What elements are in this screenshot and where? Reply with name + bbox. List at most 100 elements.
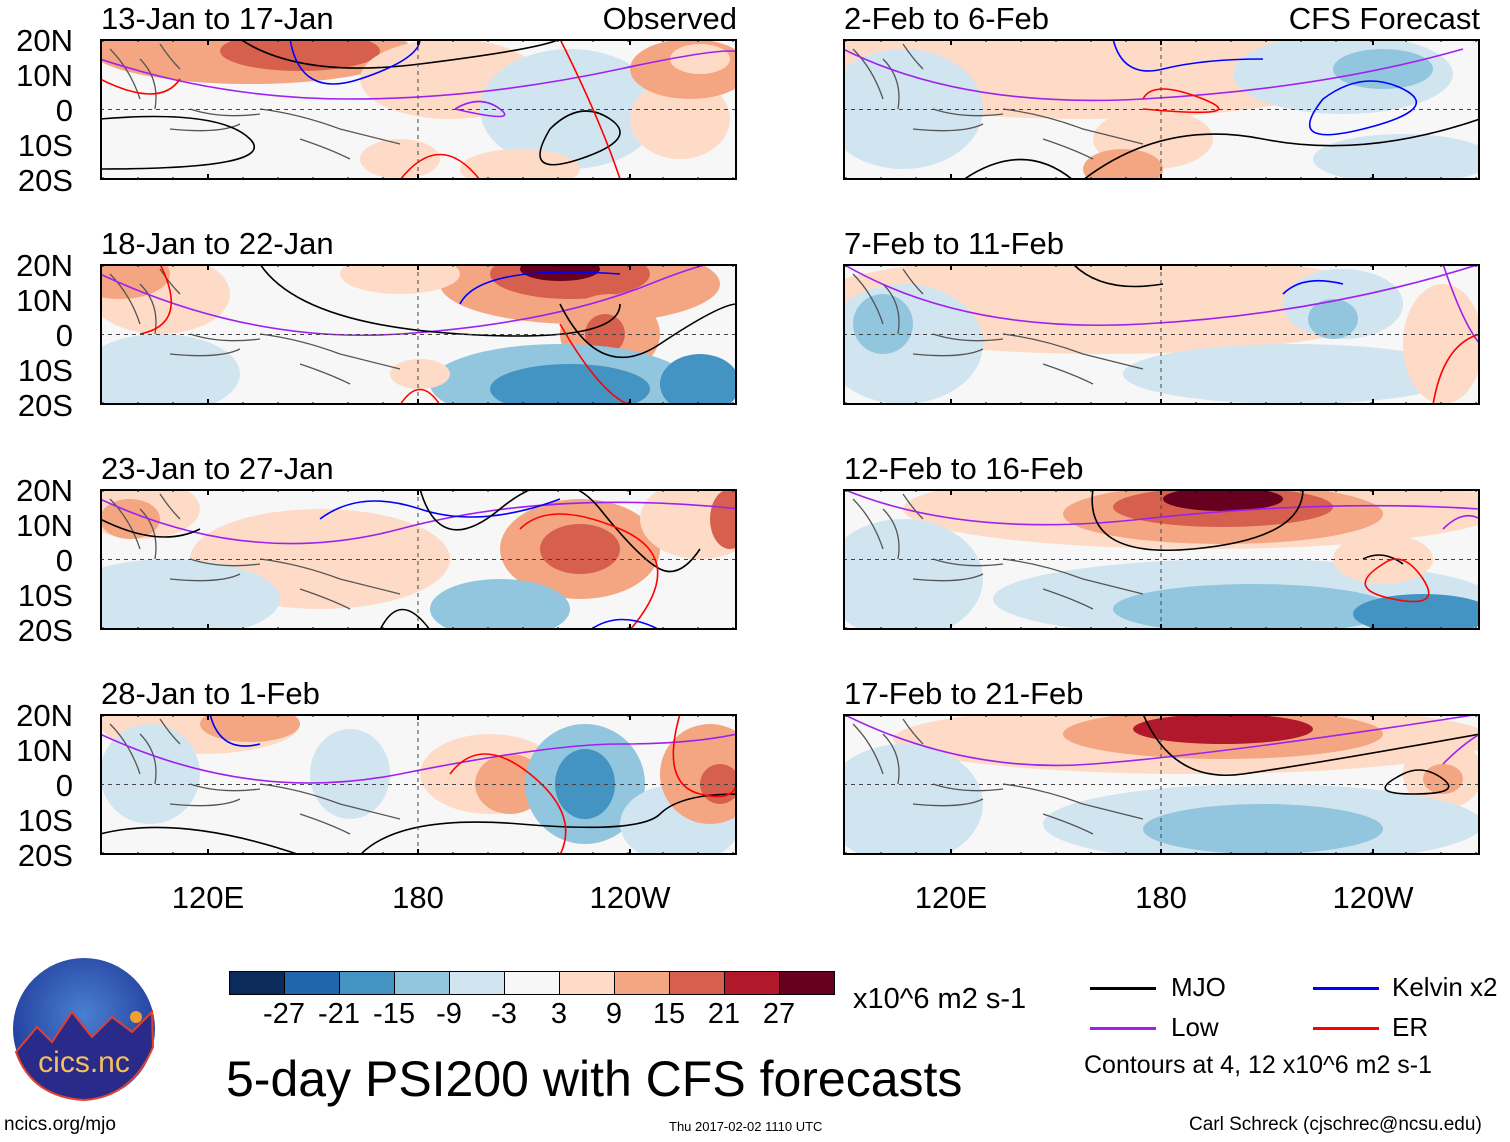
contour-note: Contours at 4, 12 x10^6 m2 s-1 [1084, 1051, 1433, 1079]
legend-mjo: MJO [1171, 972, 1226, 1002]
y-tick-label: 0 [55, 543, 73, 578]
x-tick-label: 120W [1332, 880, 1414, 915]
contour-line [1282, 279, 1344, 295]
contour-line [99, 50, 742, 100]
coastline [109, 43, 401, 160]
anomaly-fill [1313, 134, 1493, 184]
y-tick-label: 20N [16, 473, 73, 508]
contour-line [842, 263, 1481, 327]
contour-line [419, 483, 701, 573]
anomaly-fill [1133, 714, 1313, 744]
footer-url[interactable]: ncics.org/mjo [4, 1114, 116, 1135]
legend-kelvin-line [1313, 987, 1379, 990]
y-tick-label: 20S [17, 388, 73, 423]
anomaly-fill [100, 724, 200, 824]
contour-line [589, 618, 661, 631]
panel-title: 17-Feb to 21-Feb [844, 676, 1084, 711]
cics-logo: cics.nc [12, 957, 157, 1102]
legend-low: Low [1171, 1012, 1219, 1042]
anomaly-fill [430, 579, 570, 639]
y-tick-label: 10S [17, 353, 73, 388]
legend-kelvin: Kelvin x2 [1392, 972, 1498, 1002]
anomaly-fill [540, 524, 620, 574]
contour-line [519, 513, 659, 631]
colorbar-swatch [615, 972, 670, 994]
map-panel [60, 479, 760, 639]
colorbar-label: -21 [318, 998, 360, 1030]
anomaly-fill [1308, 299, 1358, 339]
colorbar-label: 27 [762, 998, 796, 1030]
contour-line [1362, 554, 1404, 565]
anomaly-fill [1113, 584, 1393, 634]
contour-line [1432, 333, 1481, 406]
colorbar-swatch [285, 972, 340, 994]
anomaly-fill [1353, 594, 1493, 634]
column-label: CFS Forecast [1288, 1, 1480, 36]
units-label: x10^6 m2 s-1 [853, 983, 1027, 1015]
contour-line [139, 263, 173, 335]
colorbar-label: 21 [707, 998, 741, 1030]
contour-line [1442, 263, 1481, 345]
colorbar [229, 971, 835, 995]
contour-line [99, 826, 301, 856]
contour-line [559, 323, 631, 406]
anomaly-fill [555, 749, 615, 819]
contour-line [539, 110, 621, 166]
y-tick-label: 10N [16, 733, 73, 768]
y-tick-label: 20N [16, 23, 73, 58]
anomaly-fill [660, 354, 740, 414]
anomaly-fill [480, 49, 660, 169]
contour-line [1442, 514, 1481, 530]
y-tick-label: 10S [17, 803, 73, 838]
contour-line [99, 115, 256, 170]
contour-line [672, 713, 738, 798]
contour-line [449, 753, 567, 856]
colorbar-label: -15 [373, 998, 415, 1030]
colorbar-swatch [505, 972, 560, 994]
column-label: Observed [602, 1, 737, 36]
contour-line [1072, 263, 1164, 288]
coastline [109, 493, 401, 610]
anomaly-fill [490, 364, 650, 414]
panel-title: 23-Jan to 27-Jan [101, 451, 334, 486]
anomaly-fill [670, 44, 730, 74]
map-panel [823, 469, 1503, 639]
map-panel [823, 704, 1493, 864]
colorbar-swatch [670, 972, 725, 994]
contour-line [1142, 88, 1220, 114]
anomaly-fill [310, 729, 390, 819]
coastline [852, 718, 1144, 835]
contour-line [379, 608, 431, 631]
anomaly-fill [100, 499, 160, 539]
contour-line [1082, 118, 1481, 181]
anomaly-fill [630, 79, 730, 159]
colorbar-label: 3 [550, 998, 568, 1030]
map-panel [90, 14, 750, 189]
colorbar-label: -27 [263, 998, 305, 1030]
contour-line [842, 488, 1481, 526]
footer-author: Carl Schreck (cjschrec@ncsu.edu) [1189, 1114, 1482, 1135]
contour-line [1091, 488, 1304, 551]
contour-line [1442, 733, 1481, 765]
coastline [852, 43, 1144, 160]
contour-line [99, 733, 738, 784]
coastline [109, 268, 401, 385]
contour-line [962, 158, 1074, 181]
y-tick-label: 0 [55, 768, 73, 803]
y-tick-label: 20S [17, 163, 73, 198]
contour-line [559, 303, 738, 359]
contour-line [99, 518, 201, 538]
contour-line [359, 793, 738, 856]
x-tick-label: 120W [589, 880, 671, 915]
anomaly-fill [823, 519, 983, 639]
contour-line [842, 713, 1481, 767]
anomaly-fill [80, 334, 240, 414]
coastline [852, 493, 1144, 610]
y-tick-label: 0 [55, 318, 73, 353]
contour-line [399, 388, 441, 406]
contour-line [459, 271, 621, 305]
contour-line [399, 153, 481, 181]
y-tick-label: 10S [17, 578, 73, 613]
anomaly-fill [360, 139, 440, 179]
contour-line [209, 713, 261, 747]
